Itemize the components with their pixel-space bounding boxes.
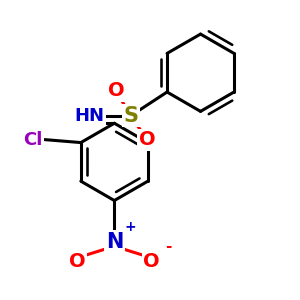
Text: HN: HN [74, 107, 104, 125]
Text: O: O [139, 130, 155, 149]
Text: O: O [143, 252, 160, 271]
Text: -: - [165, 239, 171, 254]
Text: S: S [123, 106, 138, 126]
Text: O: O [107, 81, 124, 100]
Text: O: O [69, 252, 85, 271]
Text: Cl: Cl [23, 130, 42, 148]
Text: N: N [106, 232, 123, 252]
Text: +: + [125, 220, 136, 234]
